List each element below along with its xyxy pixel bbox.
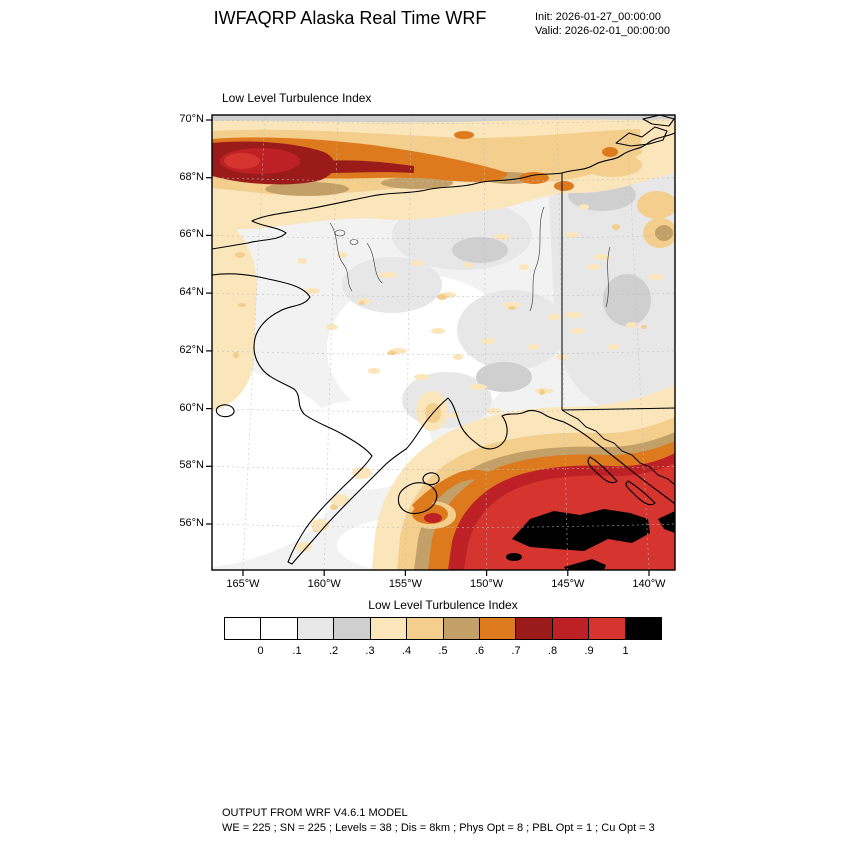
footer-config-line: WE = 225 ; SN = 225 ; Levels = 38 ; Dis …	[222, 822, 655, 834]
colorbar-cell	[260, 617, 298, 640]
lat-tick-label: 66°N	[179, 228, 204, 241]
colorbar-tick-label: 0	[257, 645, 264, 657]
colorbar-cell	[478, 617, 517, 640]
colorbar-tick-label: .3	[365, 645, 375, 657]
valid-time: Valid: 2026-02-01_00:00:00	[535, 25, 670, 37]
colorbar-cell	[296, 617, 335, 640]
lat-tick-label: 64°N	[179, 286, 204, 299]
colorbar-labels: 0 .1 .2 .3 .4 .5 .6 .7 .8 .9 1	[224, 645, 662, 659]
colorbar-tick-label: .2	[328, 645, 339, 657]
axis-ticks	[206, 119, 650, 576]
colorbar-title: Low Level Turbulence Index	[368, 598, 518, 612]
run-info: Init: 2026-01-27_00:00:00 Valid: 2026-02…	[535, 10, 670, 38]
colorbar-tick-label: .9	[584, 645, 594, 657]
map-panel-title: Low Level Turbulence Index	[222, 91, 372, 105]
init-time: Init: 2026-01-27_00:00:00	[535, 11, 661, 23]
graticule	[212, 115, 675, 570]
colorbar-cell	[551, 617, 590, 640]
lat-tick-label: 58°N	[179, 459, 204, 472]
rivers	[329, 206, 611, 312]
lat-tick-label: 70°N	[179, 113, 204, 125]
colorbar-cell	[224, 617, 262, 640]
colorbar-cell	[369, 617, 408, 640]
map-frame	[211, 114, 676, 571]
colorbar-cell	[333, 617, 371, 640]
colorbar	[224, 617, 663, 640]
colorbar-tick-label: 1	[622, 645, 629, 657]
figure-title: IWFAQRP Alaska Real Time WRF	[213, 8, 487, 28]
lon-tick-label: 140°W	[632, 578, 666, 590]
lon-tick-label: 165°W	[226, 578, 260, 590]
coastline	[212, 115, 675, 565]
turbulence-map	[206, 114, 676, 576]
footer: OUTPUT FROM WRF V4.6.1 MODEL WE = 225 ; …	[222, 806, 655, 836]
colorbar-cell	[406, 617, 444, 640]
lat-tick-label: 56°N	[179, 516, 204, 529]
lat-tick-label: 68°N	[179, 170, 204, 183]
footer-model-line: OUTPUT FROM WRF V4.6.1 MODEL	[222, 807, 408, 819]
colorbar-cell	[624, 617, 663, 640]
colorbar-tick-label: .7	[511, 645, 521, 657]
lat-tick-label: 60°N	[179, 401, 204, 414]
lon-tick-label: 150°W	[470, 578, 504, 590]
colorbar-tick-label: .6	[474, 645, 485, 657]
colorbar-tick-label: .4	[401, 645, 412, 657]
turbulence-fill-layers	[212, 115, 675, 570]
lon-tick-label: 145°W	[551, 578, 585, 590]
colorbar-tick-label: .5	[438, 645, 448, 657]
colorbar-cell	[588, 617, 626, 640]
colorbar-tick-label: .8	[547, 645, 558, 657]
colorbar-cell	[515, 617, 553, 640]
lon-tick-label: 155°W	[388, 578, 422, 590]
political-borders	[561, 173, 675, 486]
lat-tick-label: 62°N	[179, 343, 204, 356]
colorbar-tick-label: .1	[292, 645, 302, 657]
lon-tick-label: 160°W	[307, 578, 341, 590]
colorbar-cell	[442, 617, 480, 640]
